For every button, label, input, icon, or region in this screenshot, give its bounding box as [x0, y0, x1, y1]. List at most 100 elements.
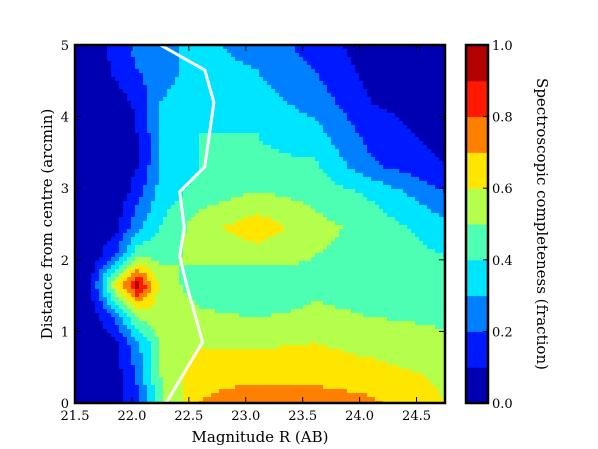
- contour-cell: [123, 173, 128, 178]
- contour-cell: [435, 89, 440, 94]
- contour-cell: [311, 101, 316, 106]
- contour-cell: [119, 45, 124, 50]
- contour-cell: [103, 57, 108, 62]
- contour-cell: [183, 161, 188, 166]
- contour-cell: [163, 233, 168, 238]
- contour-cell: [127, 205, 132, 210]
- contour-cell: [199, 73, 204, 78]
- contour-cell: [271, 73, 276, 78]
- contour-cell: [351, 237, 356, 242]
- contour-cell: [311, 197, 316, 202]
- contour-cell: [427, 97, 432, 102]
- contour-cell: [179, 229, 184, 234]
- contour-cell: [111, 201, 116, 206]
- contour-cell: [363, 193, 368, 198]
- contour-cell: [135, 45, 140, 50]
- contour-cell: [207, 213, 212, 218]
- contour-cell: [363, 229, 368, 234]
- contour-cell: [159, 81, 164, 86]
- contour-cell: [219, 137, 224, 142]
- contour-cell: [263, 233, 268, 238]
- contour-cell: [327, 93, 332, 98]
- contour-cell: [371, 193, 376, 198]
- contour-cell: [79, 77, 84, 82]
- contour-cell: [175, 81, 180, 86]
- contour-cell: [159, 217, 164, 222]
- contour-cell: [163, 185, 168, 190]
- contour-cell: [379, 225, 384, 230]
- contour-cell: [139, 205, 144, 210]
- contour-cell: [75, 209, 80, 214]
- contour-cell: [159, 209, 164, 214]
- contour-cell: [351, 241, 356, 246]
- contour-cell: [279, 57, 284, 62]
- contour-cell: [359, 201, 364, 206]
- contour-cell: [411, 109, 416, 114]
- contour-cell: [275, 77, 280, 82]
- contour-cell: [75, 45, 80, 50]
- contour-cell: [139, 105, 144, 110]
- contour-cell: [375, 197, 380, 202]
- contour-cell: [151, 89, 156, 94]
- contour-cell: [315, 257, 320, 262]
- contour-cell: [291, 101, 296, 106]
- contour-cell: [203, 257, 208, 262]
- contour-cell: [407, 157, 412, 162]
- contour-cell: [407, 57, 412, 62]
- contour-cell: [263, 53, 268, 58]
- contour-cell: [211, 153, 216, 158]
- contour-cell: [123, 53, 128, 58]
- contour-cell: [247, 101, 252, 106]
- contour-cell: [407, 213, 412, 218]
- contour-cell: [319, 153, 324, 158]
- contour-cell: [143, 225, 148, 230]
- contour-cell: [351, 169, 356, 174]
- contour-cell: [399, 241, 404, 246]
- contour-cell: [115, 117, 120, 122]
- contour-cell: [239, 241, 244, 246]
- contour-cell: [159, 145, 164, 150]
- contour-cell: [75, 181, 80, 186]
- contour-cell: [407, 85, 412, 90]
- contour-cell: [387, 165, 392, 170]
- contour-cell: [179, 105, 184, 110]
- contour-cell: [239, 89, 244, 94]
- contour-cell: [83, 165, 88, 170]
- contour-cell: [323, 161, 328, 166]
- contour-cell: [267, 249, 272, 254]
- contour-cell: [375, 133, 380, 138]
- contour-cell: [355, 189, 360, 194]
- contour-cell: [227, 73, 232, 78]
- contour-cell: [163, 205, 168, 210]
- contour-cell: [287, 121, 292, 126]
- contour-cell: [283, 185, 288, 190]
- contour-cell: [87, 209, 92, 214]
- contour-cell: [323, 229, 328, 234]
- contour-cell: [359, 141, 364, 146]
- contour-cell: [219, 101, 224, 106]
- contour-cell: [183, 233, 188, 238]
- contour-cell: [203, 65, 208, 70]
- contour-cell: [131, 73, 136, 78]
- contour-cell: [327, 89, 332, 94]
- contour-cell: [107, 253, 112, 258]
- contour-cell: [431, 233, 436, 238]
- contour-cell: [327, 129, 332, 134]
- contour-cell: [407, 241, 412, 246]
- contour-cell: [399, 165, 404, 170]
- contour-cell: [211, 125, 216, 130]
- contour-cell: [383, 93, 388, 98]
- contour-cell: [339, 93, 344, 98]
- contour-cell: [395, 181, 400, 186]
- contour-cell: [155, 113, 160, 118]
- contour-cell: [219, 93, 224, 98]
- contour-cell: [219, 189, 224, 194]
- contour-cell: [423, 237, 428, 242]
- contour-cell: [267, 201, 272, 206]
- contour-cell: [347, 49, 352, 54]
- contour-cell: [439, 213, 444, 218]
- contour-cell: [91, 213, 96, 218]
- contour-cell: [87, 69, 92, 74]
- contour-cell: [299, 233, 304, 238]
- contour-cell: [379, 113, 384, 118]
